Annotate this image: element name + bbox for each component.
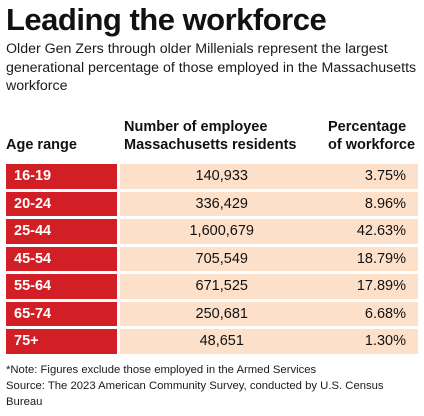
percentage-cell: 42.63% — [324, 217, 418, 247]
column-header-employees: Number of employee Massachusetts residen… — [124, 119, 297, 153]
percentage-cell: 18.79% — [324, 245, 418, 274]
table-row: 25-44 1,600,679 42.63% — [6, 217, 418, 247]
table-header-row: Age range Number of employee Massachuset… — [6, 118, 418, 164]
age-range-cell: 45-54 — [6, 245, 120, 274]
employees-cell: 140,933 — [118, 164, 324, 192]
percentage-cell: 3.75% — [324, 164, 418, 192]
footnote-note: *Note: Figures exclude those employed in… — [6, 364, 317, 376]
percentage-cell: 8.96% — [324, 190, 418, 219]
employees-cell: 671,525 — [118, 272, 324, 302]
table-row: 20-24 336,429 8.96% — [6, 190, 418, 219]
employees-cell: 705,549 — [118, 245, 324, 274]
employees-cell: 48,651 — [118, 327, 324, 357]
table-row: 55-64 671,525 17.89% — [6, 272, 418, 302]
footnote-source: Source: The 2023 American Community Surv… — [6, 380, 384, 408]
age-range-cell: 16-19 — [6, 164, 120, 192]
table-row: 16-19 140,933 3.75% — [6, 164, 418, 192]
chart-subtitle: Older Gen Zers through older Millenials … — [6, 41, 417, 94]
employees-cell: 336,429 — [118, 190, 324, 219]
percentage-cell: 6.68% — [324, 300, 418, 329]
age-range-cell: 55-64 — [6, 272, 120, 302]
footnotes: *Note: Figures exclude those employed in… — [6, 362, 420, 410]
age-range-cell: 75+ — [6, 327, 120, 357]
column-header-percentage: Percentage of workforce — [328, 119, 416, 153]
table-body: 16-19 140,933 3.75% 20-24 336,429 8.96% … — [6, 164, 418, 357]
table-row: 65-74 250,681 6.68% — [6, 300, 418, 329]
age-range-cell: 65-74 — [6, 300, 120, 329]
age-range-cell: 25-44 — [6, 217, 120, 247]
percentage-cell: 1.30% — [324, 327, 418, 357]
table-row: 45-54 705,549 18.79% — [6, 245, 418, 274]
workforce-table: Age range Number of employee Massachuset… — [6, 118, 418, 357]
employees-cell: 1,600,679 — [118, 217, 324, 247]
employees-cell: 250,681 — [118, 300, 324, 329]
column-header-age-range: Age range — [6, 137, 77, 153]
age-range-cell: 20-24 — [6, 190, 120, 219]
table-row: 75+ 48,651 1.30% — [6, 327, 418, 357]
chart-title: Leading the workforce — [6, 2, 327, 37]
percentage-cell: 17.89% — [324, 272, 418, 302]
